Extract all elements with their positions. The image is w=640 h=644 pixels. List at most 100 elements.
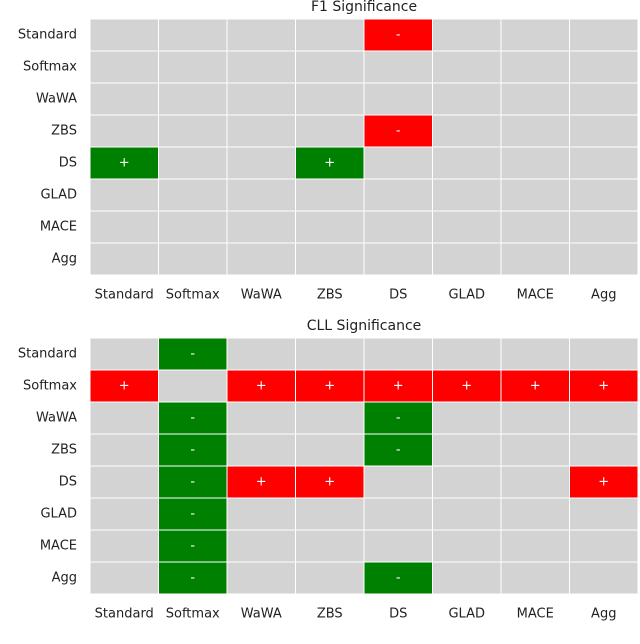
column-label: WaWA xyxy=(241,607,282,622)
cell xyxy=(158,210,228,244)
row-label: Softmax xyxy=(23,60,77,75)
cell xyxy=(500,497,570,531)
cell-label: + xyxy=(119,379,130,394)
cell xyxy=(89,210,159,244)
cell xyxy=(432,433,502,467)
cell xyxy=(295,529,365,563)
cell xyxy=(89,82,159,116)
cell xyxy=(432,561,502,595)
cell xyxy=(500,465,570,499)
cell-label: + xyxy=(530,379,541,394)
cell xyxy=(226,242,296,276)
cell-label: - xyxy=(190,347,195,362)
column-label: GLAD xyxy=(448,607,485,622)
chart-title: F1 Significance xyxy=(311,0,417,15)
cell-label: + xyxy=(324,379,335,394)
cell xyxy=(226,146,296,180)
cell xyxy=(363,433,433,467)
row-label: GLAD xyxy=(40,507,77,522)
cell-label: - xyxy=(396,571,401,586)
cell xyxy=(295,114,365,148)
cell-label: + xyxy=(324,156,335,171)
cell xyxy=(158,497,228,531)
column-label: DS xyxy=(389,288,407,303)
cell xyxy=(295,82,365,116)
cell xyxy=(89,178,159,212)
cell xyxy=(158,465,228,499)
cell-label: - xyxy=(190,507,195,522)
cell xyxy=(569,465,639,499)
cell xyxy=(432,114,502,148)
cell xyxy=(363,465,433,499)
cell xyxy=(569,210,639,244)
column-label: Softmax xyxy=(166,288,220,303)
cell xyxy=(295,50,365,84)
cell xyxy=(432,369,502,403)
cell xyxy=(363,337,433,371)
cell xyxy=(158,529,228,563)
cell xyxy=(569,18,639,52)
cell xyxy=(89,114,159,148)
column-label: WaWA xyxy=(241,288,282,303)
row-label: MACE xyxy=(40,220,77,235)
cell xyxy=(569,82,639,116)
cell xyxy=(569,529,639,563)
chart-title: CLL Significance xyxy=(307,318,422,334)
cell xyxy=(432,146,502,180)
cell xyxy=(158,369,228,403)
cell xyxy=(295,210,365,244)
cell-label: - xyxy=(190,539,195,554)
cell xyxy=(226,178,296,212)
cell xyxy=(363,146,433,180)
cell xyxy=(569,369,639,403)
cell xyxy=(363,18,433,52)
cell xyxy=(432,18,502,52)
cell-label: - xyxy=(190,411,195,426)
cell xyxy=(432,210,502,244)
cell xyxy=(295,242,365,276)
cell-label: - xyxy=(396,124,401,139)
cell xyxy=(226,401,296,435)
cell xyxy=(363,114,433,148)
cell-label: + xyxy=(256,475,267,490)
cell xyxy=(158,561,228,595)
cell xyxy=(569,50,639,84)
cell xyxy=(295,497,365,531)
cell xyxy=(569,242,639,276)
cell xyxy=(500,561,570,595)
cell xyxy=(363,210,433,244)
row-label: Standard xyxy=(18,347,77,362)
column-label: GLAD xyxy=(448,288,485,303)
cell xyxy=(500,242,570,276)
cell xyxy=(569,561,639,595)
cell xyxy=(432,242,502,276)
cell xyxy=(363,178,433,212)
cell xyxy=(432,82,502,116)
column-label: Softmax xyxy=(166,607,220,622)
row-label: Softmax xyxy=(23,379,77,394)
cell xyxy=(89,337,159,371)
cell xyxy=(295,337,365,371)
cell xyxy=(569,178,639,212)
column-label: MACE xyxy=(517,607,554,622)
column-label: Standard xyxy=(95,288,154,303)
cell xyxy=(500,178,570,212)
column-label: DS xyxy=(389,607,407,622)
cell xyxy=(295,465,365,499)
column-label: Agg xyxy=(591,607,616,622)
cell-label: + xyxy=(461,379,472,394)
cell xyxy=(226,18,296,52)
row-label: WaWA xyxy=(36,92,77,107)
cell xyxy=(432,401,502,435)
cell xyxy=(226,82,296,116)
cell xyxy=(226,561,296,595)
column-label: Agg xyxy=(591,288,616,303)
cell xyxy=(158,146,228,180)
row-label: GLAD xyxy=(40,188,77,203)
cell-label: + xyxy=(119,156,130,171)
cell-label: + xyxy=(598,379,609,394)
cell xyxy=(158,242,228,276)
cell xyxy=(569,433,639,467)
cell xyxy=(500,18,570,52)
